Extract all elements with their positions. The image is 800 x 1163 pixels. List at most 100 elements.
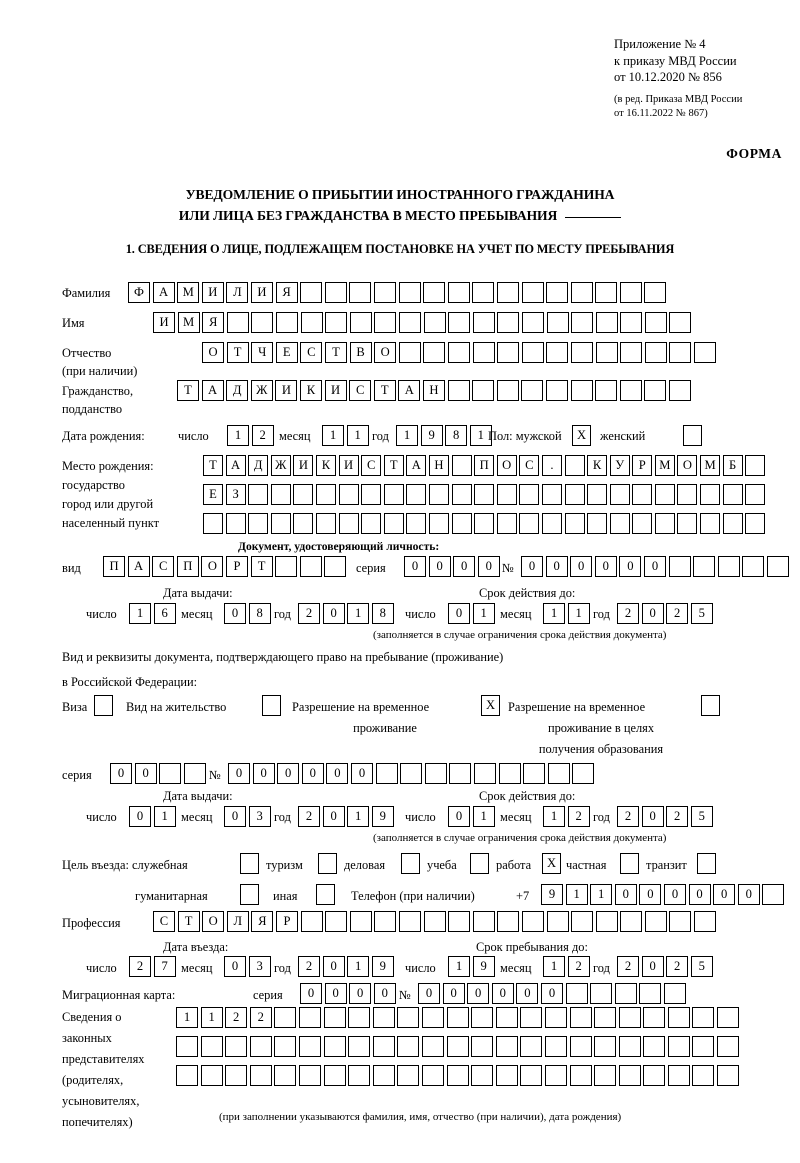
char-box[interactable]: 0 bbox=[713, 884, 736, 905]
char-box[interactable] bbox=[619, 380, 642, 401]
char-box[interactable] bbox=[644, 312, 667, 333]
char-box[interactable]: П bbox=[176, 556, 199, 577]
char-box[interactable]: Н bbox=[428, 455, 449, 476]
char-box[interactable]: 2 bbox=[617, 806, 639, 827]
char-box[interactable]: 1 bbox=[176, 1007, 198, 1028]
char-box[interactable] bbox=[226, 312, 249, 333]
char-box[interactable]: 1 bbox=[322, 425, 344, 446]
char-box[interactable] bbox=[338, 513, 359, 534]
char-box[interactable] bbox=[692, 1065, 715, 1086]
char-box[interactable] bbox=[472, 342, 495, 363]
legal-rep-row-3-boxes[interactable] bbox=[176, 1065, 742, 1086]
char-box[interactable]: 2 bbox=[249, 1007, 272, 1028]
char-box[interactable]: Е bbox=[275, 342, 298, 363]
purpose-transit-checkbox[interactable] bbox=[697, 853, 716, 874]
char-box[interactable] bbox=[274, 1007, 297, 1028]
char-box[interactable] bbox=[654, 484, 675, 505]
char-box[interactable] bbox=[446, 1036, 469, 1057]
sex-female-checkbox[interactable] bbox=[683, 425, 702, 446]
char-box[interactable] bbox=[421, 1036, 444, 1057]
char-box[interactable] bbox=[398, 282, 421, 303]
char-box[interactable] bbox=[248, 484, 269, 505]
char-box[interactable] bbox=[520, 1007, 543, 1028]
char-box[interactable]: Т bbox=[250, 556, 273, 577]
char-box[interactable]: М bbox=[177, 282, 200, 303]
char-box[interactable]: 2 bbox=[617, 956, 639, 977]
birthplace-row-3-boxes[interactable] bbox=[203, 513, 768, 534]
char-box[interactable] bbox=[569, 1007, 592, 1028]
char-box[interactable]: С bbox=[361, 455, 382, 476]
char-box[interactable]: 0 bbox=[134, 763, 157, 784]
char-box[interactable]: К bbox=[587, 455, 608, 476]
char-box[interactable] bbox=[692, 1007, 715, 1028]
char-box[interactable] bbox=[669, 911, 692, 932]
char-box[interactable] bbox=[564, 484, 585, 505]
char-box[interactable]: 2 bbox=[567, 956, 590, 977]
char-box[interactable] bbox=[473, 763, 496, 784]
char-box[interactable]: Б bbox=[722, 455, 743, 476]
char-box[interactable] bbox=[667, 1065, 690, 1086]
char-box[interactable] bbox=[293, 484, 314, 505]
char-box[interactable] bbox=[565, 983, 588, 1004]
char-box[interactable] bbox=[496, 484, 517, 505]
char-box[interactable] bbox=[451, 513, 472, 534]
char-box[interactable] bbox=[693, 556, 716, 577]
char-box[interactable]: 0 bbox=[663, 884, 686, 905]
purpose-business-checkbox[interactable] bbox=[401, 853, 420, 874]
char-box[interactable]: О bbox=[202, 342, 224, 363]
char-box[interactable]: 6 bbox=[153, 603, 176, 624]
char-box[interactable]: Т bbox=[177, 380, 199, 401]
char-box[interactable] bbox=[496, 380, 519, 401]
char-box[interactable] bbox=[428, 484, 449, 505]
char-box[interactable] bbox=[644, 282, 667, 303]
char-box[interactable]: 3 bbox=[248, 956, 271, 977]
char-box[interactable]: 0 bbox=[228, 763, 250, 784]
char-box[interactable] bbox=[472, 911, 495, 932]
char-box[interactable]: 0 bbox=[349, 983, 372, 1004]
char-box[interactable]: 0 bbox=[129, 806, 151, 827]
char-box[interactable]: Ф bbox=[128, 282, 150, 303]
char-box[interactable]: 1 bbox=[347, 956, 370, 977]
char-box[interactable]: С bbox=[300, 342, 323, 363]
char-box[interactable] bbox=[677, 484, 698, 505]
char-box[interactable] bbox=[446, 1065, 469, 1086]
char-box[interactable]: 0 bbox=[448, 603, 470, 624]
char-box[interactable] bbox=[571, 911, 594, 932]
char-box[interactable] bbox=[570, 282, 593, 303]
char-box[interactable] bbox=[541, 513, 562, 534]
char-box[interactable] bbox=[668, 380, 691, 401]
char-box[interactable] bbox=[544, 1007, 567, 1028]
char-box[interactable]: П bbox=[103, 556, 125, 577]
char-box[interactable] bbox=[498, 763, 521, 784]
char-box[interactable] bbox=[669, 342, 692, 363]
char-box[interactable] bbox=[700, 484, 721, 505]
char-box[interactable] bbox=[722, 484, 743, 505]
char-box[interactable]: И bbox=[201, 282, 224, 303]
char-box[interactable]: 0 bbox=[442, 983, 465, 1004]
char-box[interactable]: Р bbox=[632, 455, 653, 476]
char-box[interactable]: 9 bbox=[371, 956, 394, 977]
char-box[interactable] bbox=[293, 513, 314, 534]
char-box[interactable]: 0 bbox=[300, 983, 322, 1004]
char-box[interactable]: Т bbox=[226, 342, 249, 363]
char-box[interactable]: К bbox=[299, 380, 322, 401]
char-box[interactable] bbox=[383, 484, 404, 505]
char-box[interactable]: 8 bbox=[371, 603, 394, 624]
char-box[interactable]: 0 bbox=[453, 556, 476, 577]
char-box[interactable]: 0 bbox=[688, 884, 711, 905]
char-box[interactable] bbox=[421, 1065, 444, 1086]
char-box[interactable]: . bbox=[541, 455, 562, 476]
